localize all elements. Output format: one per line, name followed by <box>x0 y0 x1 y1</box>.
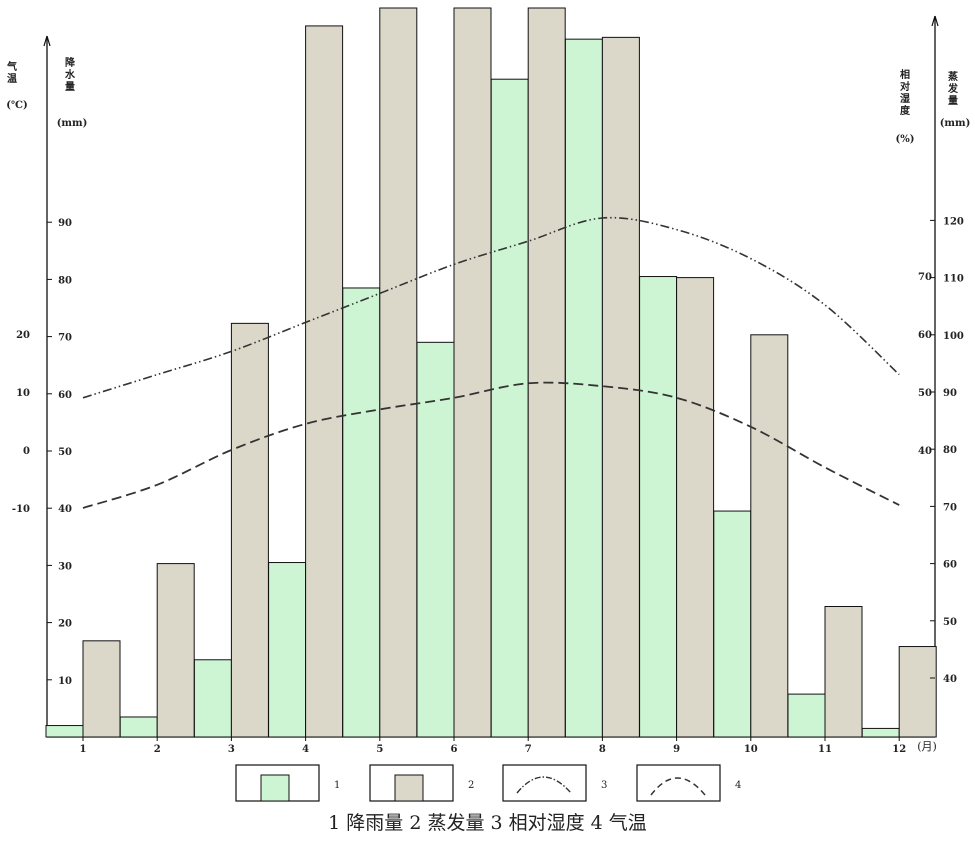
ticks-layer: 10 20 30 40 50 60 70 80 90 -10 0 10 20 40 50 60 70 40 50 60… <box>12 216 964 755</box>
left-axis-arrow <box>43 35 51 47</box>
legend-swatch-temp <box>650 777 706 796</box>
evap-axis-unit: (mm) <box>939 118 971 129</box>
precip-bar <box>193 659 232 738</box>
evap-tick-label: 50 <box>943 617 957 628</box>
evap-bar <box>601 36 640 738</box>
humidity-tick-label: 40 <box>918 446 932 457</box>
precip-bar <box>268 562 307 738</box>
legend-number: 2 <box>468 780 474 791</box>
month-tick-label: 6 <box>451 744 458 755</box>
precip-bar <box>119 716 158 738</box>
precip-bar <box>490 78 529 738</box>
legend-swatch-humidity <box>516 776 572 794</box>
legend-swatch-evap <box>394 774 424 802</box>
humidity-axis-title: 相 对 湿 度 <box>900 70 910 117</box>
legend-layer: 1 2 3 4 <box>235 764 741 802</box>
legend-box <box>502 764 587 802</box>
temp-axis-title: 气 温 <box>7 62 17 85</box>
evap-bar <box>898 646 937 738</box>
evap-tick-label: 100 <box>943 331 964 342</box>
humidity-tick-label: 70 <box>918 272 932 283</box>
evap-bar <box>82 640 121 738</box>
temperature-line <box>82 381 900 509</box>
legend-box <box>636 764 721 802</box>
month-tick-label: 2 <box>154 744 161 755</box>
evap-axis-title: 蒸 发 量 <box>948 72 958 107</box>
precip-bar <box>861 727 900 738</box>
evap-bar <box>305 25 344 738</box>
month-tick-label: 3 <box>228 744 235 755</box>
evap-bar <box>676 277 715 738</box>
precip-bar <box>787 693 826 738</box>
lines-layer <box>82 216 900 509</box>
month-tick-label: 7 <box>525 744 532 755</box>
month-tick-label: 5 <box>376 744 383 755</box>
temp-tick-label: 0 <box>23 446 30 457</box>
legend-number: 1 <box>334 780 340 791</box>
precip-tick-label: 20 <box>58 619 72 630</box>
humidity-line <box>82 216 900 399</box>
temp-tick-label: 20 <box>16 330 30 341</box>
evap-tick-label: 110 <box>943 274 964 285</box>
month-tick-label: 10 <box>744 744 758 755</box>
precip-tick-label: 80 <box>58 275 72 286</box>
temp-tick-label: -10 <box>12 504 30 515</box>
bars-layer <box>45 7 937 738</box>
precip-bar <box>342 287 381 738</box>
evap-tick-label: 90 <box>943 388 957 399</box>
month-tick-label: 9 <box>673 744 680 755</box>
month-tick-label: 12 <box>892 744 906 755</box>
precip-tick-label: 10 <box>58 676 72 687</box>
evap-bar <box>379 7 418 738</box>
precip-tick-label: 90 <box>58 218 72 229</box>
evap-bar <box>824 606 863 738</box>
legend-swatch-precip <box>260 774 290 802</box>
temp-axis-unit: (℃) <box>6 100 28 111</box>
month-tick-label: 4 <box>302 744 309 755</box>
precip-tick-label: 70 <box>58 333 72 344</box>
precip-bar <box>416 341 455 738</box>
evap-tick-label: 120 <box>943 216 964 227</box>
evap-tick-label: 80 <box>943 445 957 456</box>
evap-tick-label: 60 <box>943 560 957 571</box>
precip-bar <box>45 725 84 738</box>
month-tick-label: 11 <box>818 744 832 755</box>
evap-bar <box>750 334 789 738</box>
month-tick-label: 1 <box>80 744 87 755</box>
precip-bar <box>639 276 678 738</box>
temp-tick-label: 10 <box>16 388 30 399</box>
precip-tick-label: 40 <box>58 504 72 515</box>
precip-axis-title: 降 水 量 <box>65 58 75 93</box>
month-tick-label: 8 <box>599 744 606 755</box>
evap-bar <box>527 7 566 738</box>
humidity-tick-label: 60 <box>918 330 932 341</box>
precip-tick-label: 60 <box>58 390 72 401</box>
precip-tick-label: 30 <box>58 561 72 572</box>
month-axis-unit: (月) <box>917 740 937 753</box>
precip-tick-label: 50 <box>58 447 72 458</box>
right-axis-arrow <box>931 15 939 27</box>
chart-caption: 1 降雨量 2 蒸发量 3 相对湿度 4 气温 <box>328 812 647 834</box>
precip-axis-unit: (mm) <box>56 118 88 129</box>
precip-bar <box>713 510 752 738</box>
legend-number: 4 <box>735 780 741 791</box>
legend-number: 3 <box>601 780 607 791</box>
evap-bar <box>453 7 492 738</box>
humidity-tick-label: 50 <box>918 388 932 399</box>
evap-bar <box>156 563 195 738</box>
evap-tick-label: 40 <box>943 674 957 685</box>
humidity-axis-unit: (%) <box>895 134 915 145</box>
evap-bar <box>230 322 269 738</box>
precip-bar <box>564 38 603 738</box>
evap-tick-label: 70 <box>943 502 957 513</box>
